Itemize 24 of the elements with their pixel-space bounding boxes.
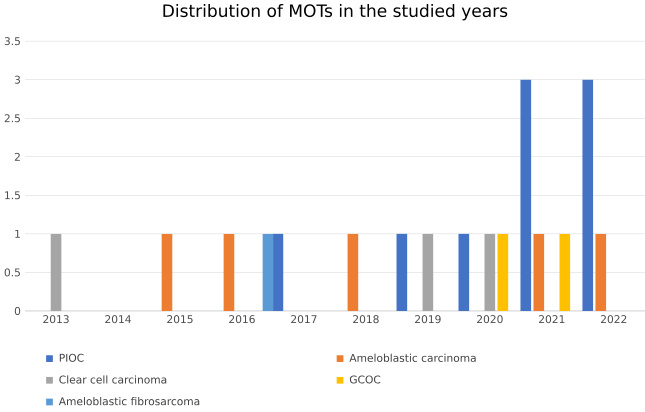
x-tick-label: 2019 bbox=[415, 315, 441, 324]
x-tick-label: 2013 bbox=[43, 315, 69, 324]
y-tick-label: 1.5 bbox=[5, 192, 20, 200]
y-tick-label: 0 bbox=[14, 307, 20, 316]
y-tick-label: 1 bbox=[15, 230, 20, 238]
legend-label: GCOC bbox=[350, 376, 380, 384]
y-tick-label: 0.5 bbox=[4, 268, 20, 277]
x-tick-label: 2015 bbox=[167, 315, 193, 324]
legend-label: Ameloblastic carcinoma bbox=[349, 354, 476, 362]
chart-title: Distribution of MOTs in the studied years bbox=[163, 4, 508, 21]
legend-label: Ameloblastic fibrosarcoma bbox=[58, 397, 200, 406]
legend-label: PIOC bbox=[60, 354, 84, 362]
legend-label: Clear cell carcinoma bbox=[59, 376, 166, 384]
x-tick-label: 2020 bbox=[477, 315, 503, 324]
y-tick-label: 3.5 bbox=[4, 37, 20, 46]
x-tick-label: 2022 bbox=[601, 315, 626, 324]
y-tick-label: 3 bbox=[14, 76, 20, 84]
x-tick-label: 2021 bbox=[539, 315, 564, 324]
x-tick-label: 2018 bbox=[353, 315, 379, 324]
x-tick-label: 2014 bbox=[105, 315, 131, 324]
x-tick-label: 2017 bbox=[291, 315, 317, 324]
x-tick-label: 2016 bbox=[229, 315, 255, 324]
y-tick-label: 2 bbox=[14, 153, 20, 161]
y-tick-label: 2.5 bbox=[4, 114, 20, 122]
